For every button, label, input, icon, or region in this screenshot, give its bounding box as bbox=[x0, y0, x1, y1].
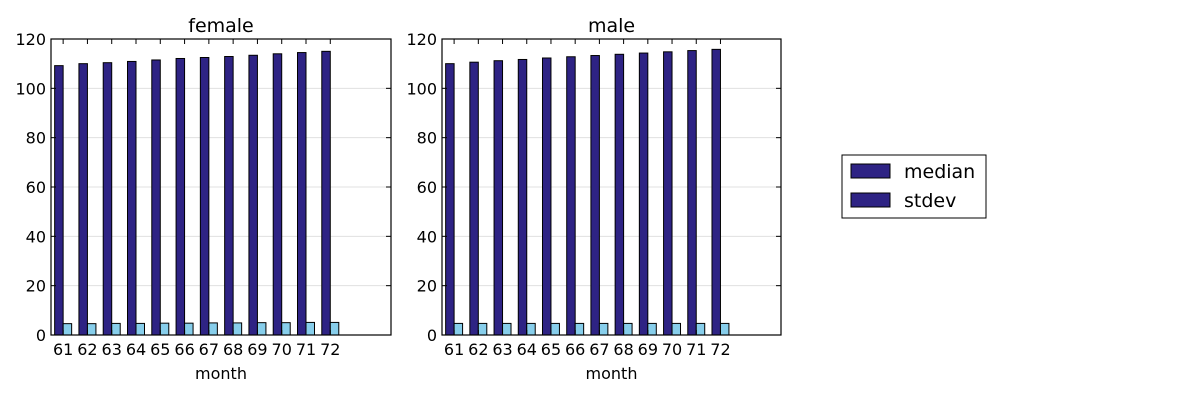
median-bar bbox=[638, 52, 649, 336]
y-tick-label: 120 bbox=[15, 30, 46, 49]
median-bar bbox=[224, 56, 234, 336]
x-tick-label: 62 bbox=[77, 340, 97, 359]
y-tick-label: 80 bbox=[26, 129, 46, 148]
median-bar bbox=[493, 60, 504, 336]
x-tick-label: 68 bbox=[613, 340, 633, 359]
stdev-bar bbox=[305, 321, 315, 336]
legend-label: median bbox=[904, 161, 975, 183]
stdev-bar bbox=[502, 322, 512, 336]
median-bar bbox=[297, 52, 307, 336]
stdev-bar bbox=[184, 322, 194, 336]
x-axis-label: month bbox=[195, 364, 247, 383]
x-tick-label: 67 bbox=[199, 340, 219, 359]
median-bar bbox=[566, 56, 576, 336]
legend-swatch bbox=[850, 192, 891, 208]
y-tick-label: 40 bbox=[417, 227, 437, 246]
stdev-bar bbox=[623, 322, 633, 336]
y-tick-label: 60 bbox=[26, 178, 46, 197]
y-tick-label: 20 bbox=[26, 277, 46, 296]
stdev-bar bbox=[135, 322, 145, 336]
legend-swatch bbox=[850, 163, 891, 179]
stdev-bar bbox=[111, 322, 121, 336]
x-tick-label: 68 bbox=[223, 340, 243, 359]
x-tick-label: 65 bbox=[541, 340, 561, 359]
stdev-bar bbox=[62, 323, 73, 336]
median-bar bbox=[199, 57, 210, 336]
median-bar bbox=[54, 65, 64, 336]
stdev-bar bbox=[598, 322, 609, 336]
median-bar bbox=[321, 50, 331, 336]
stdev-bar bbox=[574, 322, 585, 336]
y-tick-label: 120 bbox=[406, 30, 437, 49]
stdev-bar bbox=[550, 322, 560, 336]
y-tick-label: 60 bbox=[417, 178, 437, 197]
x-tick-label: 64 bbox=[517, 340, 537, 359]
male-chart: 0 20 40 60 80 100 120 61 62 63 64 65 66 67 68 69 70 71 72 m… bbox=[406, 15, 782, 383]
x-tick-label: 61 bbox=[444, 340, 464, 359]
x-tick-label: 69 bbox=[638, 340, 658, 359]
x-tick-label: 66 bbox=[174, 340, 194, 359]
stdev-bar bbox=[232, 322, 243, 336]
stdev-bar bbox=[159, 322, 170, 336]
x-tick-label: 71 bbox=[296, 340, 316, 359]
median-bar bbox=[248, 54, 258, 336]
median-bar bbox=[614, 53, 625, 336]
median-bar bbox=[590, 55, 600, 336]
y-tick-label: 40 bbox=[26, 227, 46, 246]
x-tick-label: 63 bbox=[492, 340, 512, 359]
stdev-bar bbox=[86, 323, 97, 336]
stdev-bar bbox=[453, 322, 464, 336]
median-bar bbox=[517, 58, 528, 336]
median-bar bbox=[151, 59, 161, 336]
x-tick-label: 67 bbox=[589, 340, 609, 359]
legend: median stdev bbox=[841, 154, 987, 219]
x-tick-label: 66 bbox=[565, 340, 585, 359]
median-bar bbox=[469, 61, 479, 336]
x-tick-label: 72 bbox=[710, 340, 730, 359]
stdev-bar bbox=[256, 322, 267, 336]
x-tick-label: 70 bbox=[662, 340, 682, 359]
stdev-bar bbox=[281, 322, 291, 336]
stdev-bar bbox=[695, 322, 706, 336]
y-tick-label: 80 bbox=[417, 129, 437, 148]
stdev-bar bbox=[477, 322, 488, 336]
y-tick-label: 100 bbox=[406, 79, 437, 98]
stdev-bar bbox=[671, 322, 682, 336]
x-tick-label: 69 bbox=[247, 340, 267, 359]
stdev-bar bbox=[329, 321, 340, 336]
legend-label: stdev bbox=[904, 190, 956, 212]
x-tick-label: 64 bbox=[126, 340, 146, 359]
stdev-bar bbox=[526, 322, 536, 336]
y-tick-label: 100 bbox=[15, 79, 46, 98]
x-tick-label: 70 bbox=[272, 340, 292, 359]
stdev-bar bbox=[647, 322, 657, 336]
y-tick-label: 20 bbox=[417, 277, 437, 296]
stdev-bar bbox=[719, 322, 730, 336]
median-bar bbox=[541, 57, 552, 336]
median-bar bbox=[102, 62, 113, 336]
x-tick-label: 71 bbox=[686, 340, 706, 359]
median-bar bbox=[711, 48, 721, 336]
x-axis-label: month bbox=[586, 364, 638, 383]
median-bar bbox=[445, 63, 455, 336]
median-bar bbox=[78, 63, 88, 336]
x-tick-label: 62 bbox=[468, 340, 488, 359]
median-bar bbox=[663, 51, 673, 336]
x-tick-label: 65 bbox=[150, 340, 170, 359]
y-tick-label: 0 bbox=[36, 326, 46, 345]
median-bar bbox=[175, 57, 186, 336]
x-tick-label: 63 bbox=[102, 340, 122, 359]
stdev-bar bbox=[208, 322, 218, 336]
median-bar bbox=[687, 50, 697, 336]
median-bar bbox=[127, 60, 137, 336]
x-tick-label: 61 bbox=[53, 340, 73, 359]
chart-title: male bbox=[588, 15, 635, 37]
x-tick-label: 72 bbox=[320, 340, 340, 359]
female-chart: 0 20 40 60 80 100 120 61 62 63 64 65 66 67 68 69 70 71 72 f… bbox=[15, 15, 392, 383]
median-bar bbox=[272, 53, 283, 336]
chart-title: female bbox=[188, 15, 254, 37]
y-tick-label: 0 bbox=[427, 326, 437, 345]
